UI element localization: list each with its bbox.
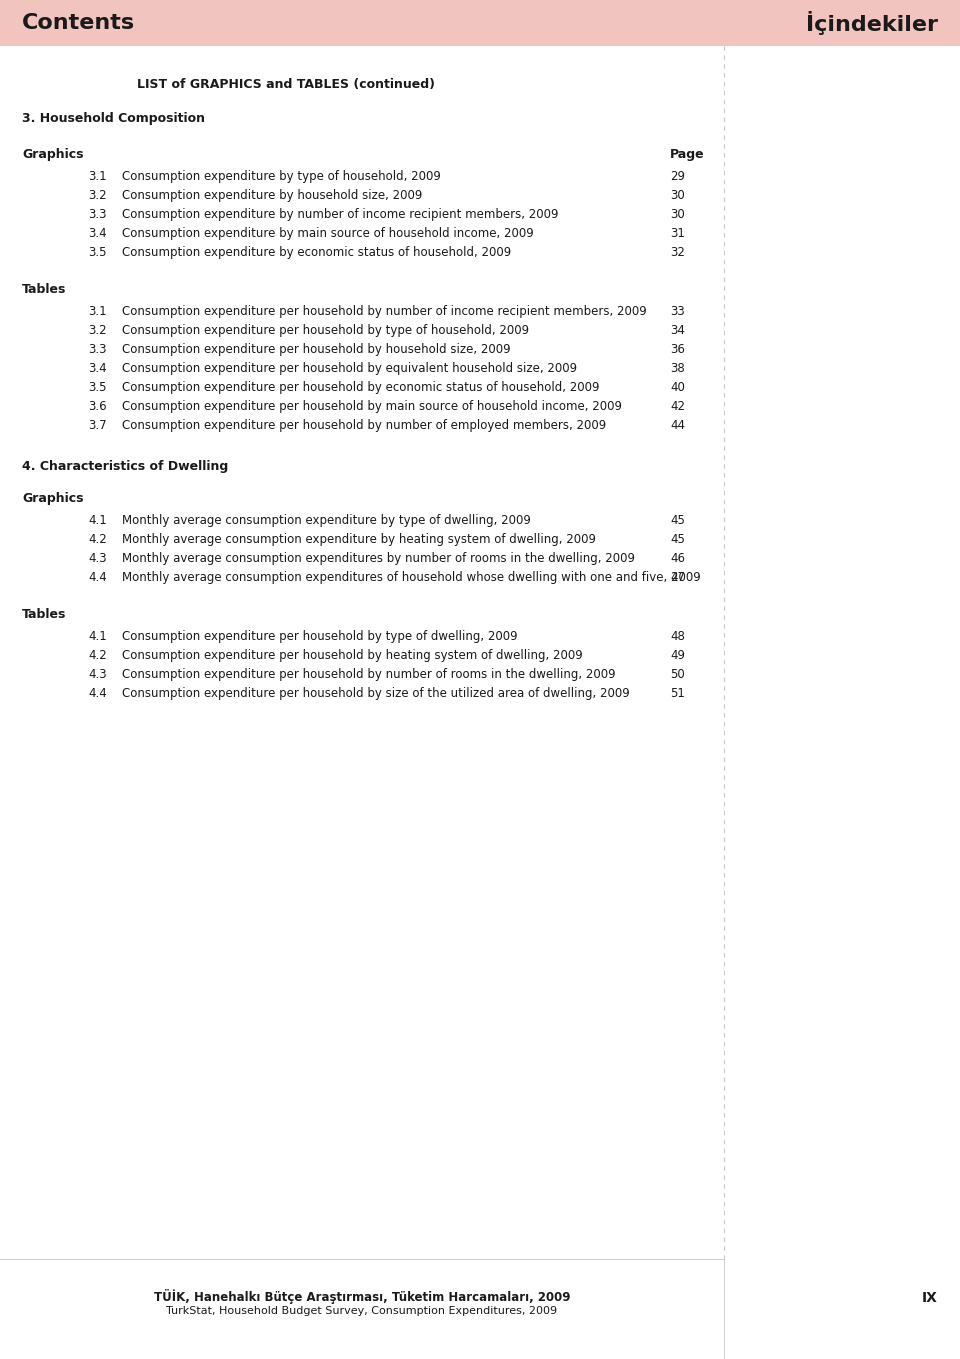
Text: 3.1: 3.1 — [88, 304, 107, 318]
Text: Monthly average consumption expenditure by type of dwelling, 2009: Monthly average consumption expenditure … — [122, 514, 531, 527]
Text: 3.6: 3.6 — [88, 400, 107, 413]
Text: Consumption expenditure by type of household, 2009: Consumption expenditure by type of house… — [122, 170, 441, 183]
Text: 4.2: 4.2 — [88, 650, 107, 662]
Text: Monthly average consumption expenditures by number of rooms in the dwelling, 200: Monthly average consumption expenditures… — [122, 552, 635, 565]
Text: Consumption expenditure by number of income recipient members, 2009: Consumption expenditure by number of inc… — [122, 208, 559, 222]
Text: 3. Household Composition: 3. Household Composition — [22, 111, 205, 125]
Text: Consumption expenditure per household by type of household, 2009: Consumption expenditure per household by… — [122, 323, 529, 337]
Text: 51: 51 — [670, 688, 684, 700]
Text: LIST of GRAPHICS and TABLES (continued): LIST of GRAPHICS and TABLES (continued) — [137, 77, 435, 91]
Text: 42: 42 — [670, 400, 685, 413]
Text: Consumption expenditure per household by size of the utilized area of dwelling, : Consumption expenditure per household by… — [122, 688, 630, 700]
Text: TÜİK, Hanehalkı Bütçe Araştırması, Tüketim Harcamaları, 2009: TÜİK, Hanehalkı Bütçe Araştırması, Tüket… — [154, 1288, 570, 1305]
Text: 45: 45 — [670, 514, 684, 527]
Text: 48: 48 — [670, 631, 684, 643]
Text: 32: 32 — [670, 246, 684, 260]
Text: Consumption expenditure per household by number of employed members, 2009: Consumption expenditure per household by… — [122, 419, 607, 432]
Text: 4.2: 4.2 — [88, 533, 107, 546]
Text: 4.1: 4.1 — [88, 514, 107, 527]
Text: Consumption expenditure by economic status of household, 2009: Consumption expenditure by economic stat… — [122, 246, 512, 260]
Text: İçindekiler: İçindekiler — [806, 11, 938, 35]
Text: 31: 31 — [670, 227, 684, 241]
Text: 3.4: 3.4 — [88, 361, 107, 375]
Text: Graphics: Graphics — [22, 148, 84, 160]
Text: Monthly average consumption expenditures of household whose dwelling with one an: Monthly average consumption expenditures… — [122, 571, 701, 584]
Text: 4.3: 4.3 — [88, 669, 107, 681]
Text: 29: 29 — [670, 170, 685, 183]
Text: 3.1: 3.1 — [88, 170, 107, 183]
Text: IX: IX — [922, 1291, 938, 1305]
Text: 44: 44 — [670, 419, 685, 432]
Text: Page: Page — [670, 148, 705, 160]
Text: Consumption expenditure per household by number of rooms in the dwelling, 2009: Consumption expenditure per household by… — [122, 669, 615, 681]
Text: 30: 30 — [670, 208, 684, 222]
Text: Tables: Tables — [22, 283, 66, 296]
Bar — [0, 0, 960, 46]
Text: 33: 33 — [670, 304, 684, 318]
Text: TurkStat, Household Budget Survey, Consumption Expenditures, 2009: TurkStat, Household Budget Survey, Consu… — [166, 1306, 558, 1316]
Text: 3.4: 3.4 — [88, 227, 107, 241]
Text: Consumption expenditure per household by type of dwelling, 2009: Consumption expenditure per household by… — [122, 631, 517, 643]
Text: 3.2: 3.2 — [88, 189, 107, 202]
Text: Consumption expenditure per household by heating system of dwelling, 2009: Consumption expenditure per household by… — [122, 650, 583, 662]
Text: 36: 36 — [670, 342, 684, 356]
Text: 4.1: 4.1 — [88, 631, 107, 643]
Text: 3.2: 3.2 — [88, 323, 107, 337]
Text: 40: 40 — [670, 381, 684, 394]
Text: 3.5: 3.5 — [88, 246, 107, 260]
Text: Consumption expenditure by main source of household income, 2009: Consumption expenditure by main source o… — [122, 227, 534, 241]
Text: 46: 46 — [670, 552, 685, 565]
Text: Consumption expenditure per household by household size, 2009: Consumption expenditure per household by… — [122, 342, 511, 356]
Text: 4.4: 4.4 — [88, 688, 107, 700]
Text: Consumption expenditure per household by number of income recipient members, 200: Consumption expenditure per household by… — [122, 304, 647, 318]
Text: 47: 47 — [670, 571, 685, 584]
Text: 4.3: 4.3 — [88, 552, 107, 565]
Text: 4. Characteristics of Dwelling: 4. Characteristics of Dwelling — [22, 459, 228, 473]
Text: Contents: Contents — [22, 14, 135, 33]
Text: 34: 34 — [670, 323, 684, 337]
Text: Consumption expenditure per household by equivalent household size, 2009: Consumption expenditure per household by… — [122, 361, 577, 375]
Text: 49: 49 — [670, 650, 685, 662]
Text: 3.3: 3.3 — [88, 208, 107, 222]
Text: Consumption expenditure per household by economic status of household, 2009: Consumption expenditure per household by… — [122, 381, 599, 394]
Text: 3.7: 3.7 — [88, 419, 107, 432]
Text: Consumption expenditure by household size, 2009: Consumption expenditure by household siz… — [122, 189, 422, 202]
Text: Graphics: Graphics — [22, 492, 84, 506]
Text: 3.5: 3.5 — [88, 381, 107, 394]
Text: Monthly average consumption expenditure by heating system of dwelling, 2009: Monthly average consumption expenditure … — [122, 533, 596, 546]
Text: 38: 38 — [670, 361, 684, 375]
Text: Tables: Tables — [22, 607, 66, 621]
Text: 3.3: 3.3 — [88, 342, 107, 356]
Text: Consumption expenditure per household by main source of household income, 2009: Consumption expenditure per household by… — [122, 400, 622, 413]
Text: 30: 30 — [670, 189, 684, 202]
Text: 4.4: 4.4 — [88, 571, 107, 584]
Text: 45: 45 — [670, 533, 684, 546]
Text: 50: 50 — [670, 669, 684, 681]
